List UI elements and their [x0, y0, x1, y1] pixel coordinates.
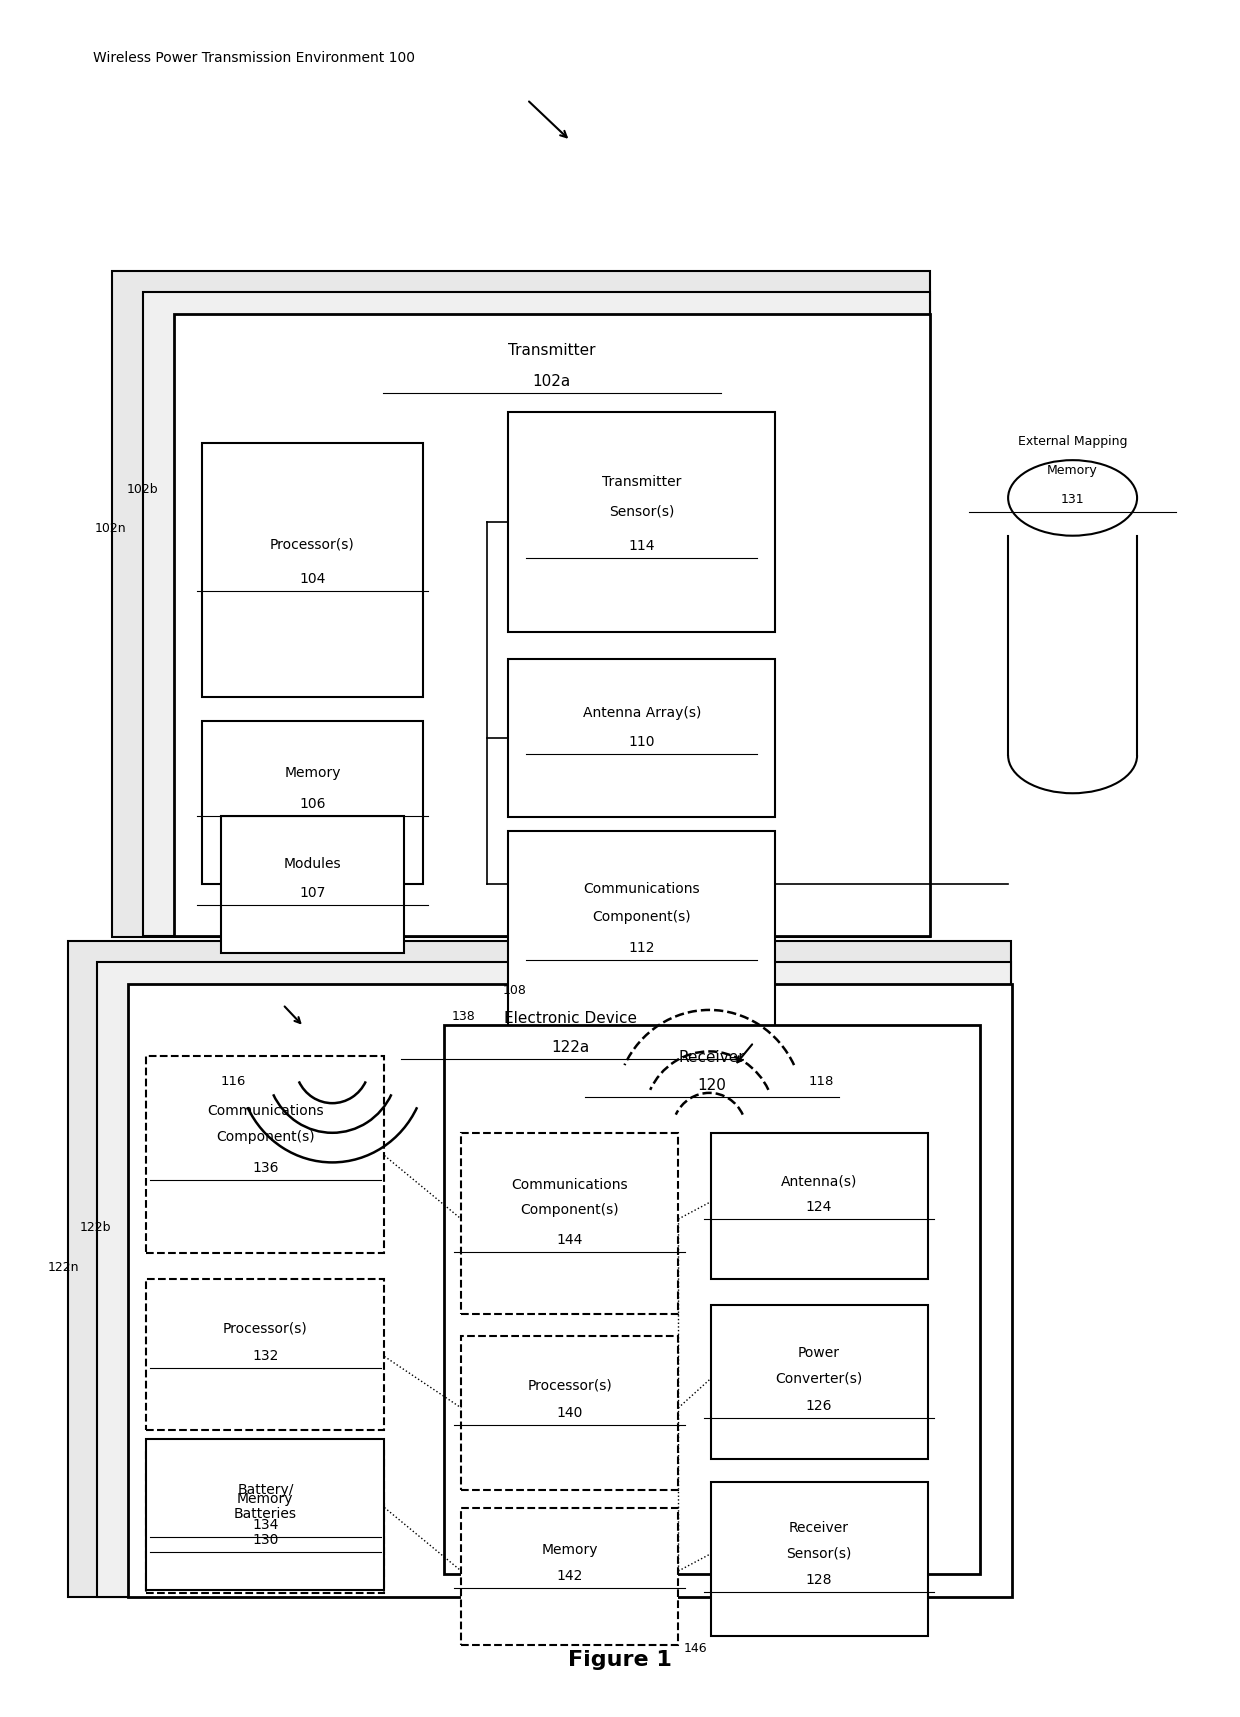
FancyBboxPatch shape [461, 1336, 678, 1490]
Text: Transmitter: Transmitter [601, 476, 682, 489]
Text: 102n: 102n [94, 522, 126, 536]
Text: 116: 116 [221, 1075, 246, 1089]
FancyBboxPatch shape [128, 984, 1012, 1597]
FancyBboxPatch shape [174, 314, 930, 936]
Text: Communications: Communications [511, 1178, 629, 1192]
Text: 138: 138 [451, 1010, 475, 1023]
Text: 144: 144 [557, 1233, 583, 1247]
Text: Memory: Memory [284, 766, 341, 780]
FancyBboxPatch shape [508, 659, 775, 817]
Text: Memory: Memory [237, 1492, 294, 1506]
Text: Electronic Device: Electronic Device [503, 1011, 637, 1025]
Text: Wireless Power Transmission Environment 100: Wireless Power Transmission Environment … [93, 52, 415, 65]
FancyBboxPatch shape [97, 962, 1011, 1597]
FancyBboxPatch shape [461, 1133, 678, 1314]
Text: 106: 106 [299, 797, 326, 810]
Bar [1008, 536, 1137, 755]
Text: 118: 118 [808, 1075, 833, 1089]
FancyBboxPatch shape [508, 831, 775, 1034]
FancyBboxPatch shape [146, 1279, 384, 1430]
FancyBboxPatch shape [68, 941, 1011, 1597]
FancyBboxPatch shape [444, 1025, 980, 1574]
FancyBboxPatch shape [146, 1439, 384, 1590]
Text: 107: 107 [299, 886, 326, 900]
Text: 104: 104 [299, 572, 326, 585]
Text: 112: 112 [629, 941, 655, 955]
Text: Figure 1: Figure 1 [568, 1650, 672, 1671]
Text: 134: 134 [252, 1518, 279, 1532]
Text: Antenna Array(s): Antenna Array(s) [583, 706, 701, 719]
Text: Memory: Memory [1048, 464, 1097, 477]
Text: 102b: 102b [126, 482, 159, 496]
Text: 142: 142 [557, 1569, 583, 1583]
Text: 122a: 122a [552, 1041, 589, 1054]
Text: Communications: Communications [583, 883, 701, 896]
FancyBboxPatch shape [202, 443, 423, 697]
Text: 108: 108 [502, 984, 526, 998]
Text: Converter(s): Converter(s) [775, 1372, 863, 1386]
FancyBboxPatch shape [711, 1482, 928, 1636]
FancyBboxPatch shape [112, 271, 930, 937]
Text: Processor(s): Processor(s) [223, 1322, 308, 1336]
Text: 122n: 122n [48, 1260, 79, 1274]
Text: Modules: Modules [284, 857, 341, 871]
FancyBboxPatch shape [711, 1305, 928, 1459]
Text: 124: 124 [806, 1200, 832, 1214]
FancyBboxPatch shape [461, 1508, 678, 1645]
Text: 136: 136 [252, 1161, 279, 1174]
FancyBboxPatch shape [143, 292, 930, 936]
FancyBboxPatch shape [202, 721, 423, 884]
Text: Receiver: Receiver [789, 1521, 849, 1535]
Text: Component(s): Component(s) [593, 910, 691, 924]
Text: Component(s): Component(s) [216, 1130, 315, 1144]
FancyBboxPatch shape [221, 816, 404, 953]
Text: Memory: Memory [542, 1544, 598, 1557]
Text: Sensor(s): Sensor(s) [786, 1547, 852, 1561]
FancyBboxPatch shape [711, 1133, 928, 1279]
FancyBboxPatch shape [146, 1056, 384, 1253]
Text: 132: 132 [252, 1350, 279, 1363]
Text: Component(s): Component(s) [521, 1204, 619, 1217]
Text: Processor(s): Processor(s) [527, 1379, 613, 1392]
Text: 102a: 102a [533, 374, 570, 388]
Text: 140: 140 [557, 1406, 583, 1420]
Text: Power: Power [799, 1346, 839, 1360]
Text: 120: 120 [697, 1078, 727, 1092]
Text: Communications: Communications [207, 1104, 324, 1118]
Text: Sensor(s): Sensor(s) [609, 505, 675, 519]
Text: 110: 110 [629, 735, 655, 749]
Text: 114: 114 [629, 539, 655, 553]
Text: Transmitter: Transmitter [508, 343, 595, 357]
Ellipse shape [1008, 460, 1137, 536]
FancyBboxPatch shape [508, 412, 775, 632]
Text: 122b: 122b [81, 1221, 112, 1235]
Text: External Mapping: External Mapping [1018, 434, 1127, 448]
Text: Receiver: Receiver [678, 1051, 745, 1065]
Text: 131: 131 [1060, 493, 1085, 507]
Text: Processor(s): Processor(s) [270, 537, 355, 551]
Text: 128: 128 [806, 1573, 832, 1587]
Text: Batteries: Batteries [234, 1508, 296, 1521]
Text: 126: 126 [806, 1399, 832, 1413]
Text: Battery/: Battery/ [237, 1483, 294, 1497]
Text: Antenna(s): Antenna(s) [781, 1174, 857, 1188]
Text: 146: 146 [683, 1641, 707, 1655]
Text: 130: 130 [252, 1533, 279, 1547]
FancyBboxPatch shape [146, 1451, 384, 1593]
